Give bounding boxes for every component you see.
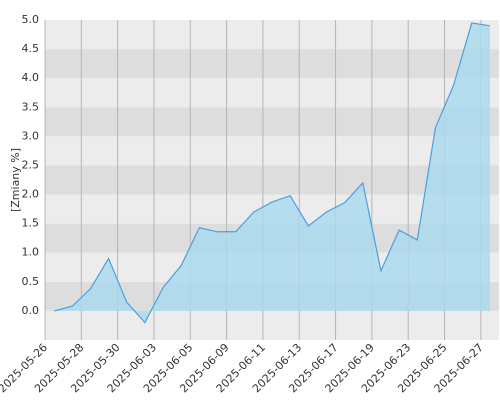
line	[53, 22, 491, 324]
y-tick-label: 1.5	[22, 217, 40, 230]
band	[45, 107, 499, 137]
y-tick-label: 0.5	[22, 275, 40, 288]
band	[45, 310, 499, 340]
y-tick-label: 4.0	[22, 71, 40, 84]
y-tick-label: 2.0	[22, 188, 40, 201]
y-tick-label: 5.0	[22, 13, 40, 26]
y-tick-label: 3.0	[22, 129, 40, 142]
y-tick-label: 0.0	[22, 304, 40, 317]
band	[45, 78, 499, 108]
y-tick-label: 1.0	[22, 246, 40, 259]
band	[45, 49, 499, 79]
area	[54, 22, 490, 323]
y-tick-label: 2.5	[22, 158, 40, 171]
y-tick-label: 3.5	[22, 100, 40, 113]
y-axis-label: [Zmiany %]	[9, 148, 22, 212]
y-tick-label: 4.5	[22, 42, 40, 55]
band	[45, 20, 499, 50]
band	[45, 165, 499, 195]
band	[45, 136, 499, 166]
